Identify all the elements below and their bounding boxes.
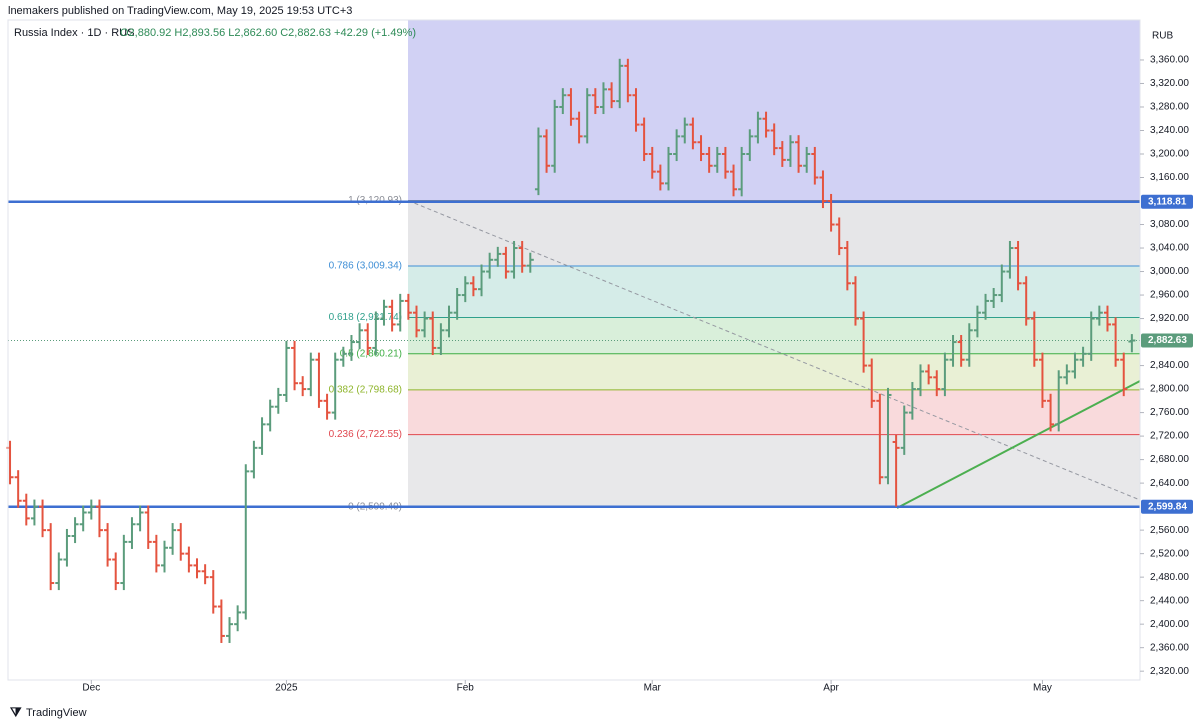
price-tag — [1141, 499, 1193, 514]
currency-label: RUB — [1152, 31, 1173, 42]
retracement-trend-line — [407, 200, 1141, 501]
x-tick-label: Dec — [82, 683, 100, 694]
fib-band — [408, 200, 1140, 267]
x-tick-label: Mar — [644, 683, 662, 694]
fib-level-label: 0.786 (3,009.34) — [329, 261, 402, 272]
fib-extension-band — [408, 20, 1140, 201]
y-tick-label: 3,360.00 — [1150, 55, 1189, 66]
y-tick-label: 3,040.00 — [1150, 243, 1189, 254]
fib-band — [408, 353, 1140, 390]
x-tick-label: May — [1033, 683, 1052, 694]
fib-band — [408, 317, 1140, 354]
symbol-label: Russia Index · 1D · RUS — [14, 27, 134, 39]
y-tick-label: 2,520.00 — [1150, 548, 1189, 559]
price-tag-label: 2,599.84 — [1148, 501, 1187, 512]
ohlc-header: O2,880.92 H2,893.56 L2,862.60 C2,882.63 … — [120, 27, 416, 39]
y-tick-label: 2,840.00 — [1150, 360, 1189, 371]
price-tag — [1141, 194, 1193, 209]
y-tick-label: 2,560.00 — [1150, 525, 1189, 536]
plot-area: 1 (3,120.93)0.786 (3,009.34)0.618 (2,921… — [6, 20, 1141, 643]
y-tick-label: 3,320.00 — [1150, 78, 1189, 89]
y-tick-label: 2,720.00 — [1150, 431, 1189, 442]
fib-level-label: 0.618 (2,921.74) — [329, 312, 402, 323]
x-tick-label: 2025 — [275, 683, 298, 694]
y-tick-label: 2,800.00 — [1150, 384, 1189, 395]
y-tick-label: 2,760.00 — [1150, 407, 1189, 418]
fib-level-label: 0.382 (2,798.68) — [329, 384, 402, 395]
y-tick-label: 2,680.00 — [1150, 454, 1189, 465]
last-price-label: 2,882.63 — [1148, 335, 1187, 346]
fib-band — [408, 434, 1140, 507]
y-tick-label: 2,920.00 — [1150, 313, 1189, 324]
y-tick-label: 2,360.00 — [1150, 642, 1189, 653]
publisher-line: lnemakers published on TradingView.com, … — [8, 5, 352, 17]
y-tick-label: 3,160.00 — [1150, 172, 1189, 183]
y-tick-label: 2,440.00 — [1150, 595, 1189, 606]
y-tick-label: 3,240.00 — [1150, 125, 1189, 136]
y-tick-label: 2,960.00 — [1150, 290, 1189, 301]
brand-name: TradingView — [26, 707, 87, 719]
y-tick-label: 2,480.00 — [1150, 572, 1189, 583]
y-tick-label: 3,200.00 — [1150, 149, 1189, 160]
support-trend-line — [896, 380, 1141, 509]
plot-frame — [7, 19, 1141, 681]
y-tick-label: 3,280.00 — [1150, 102, 1189, 113]
y-tick-label: 2,640.00 — [1150, 478, 1189, 489]
brand-logo: ⧩ — [9, 704, 22, 719]
x-tick-label: Feb — [457, 683, 475, 694]
fib-level-label: 0.5 (2,860.21) — [340, 348, 402, 359]
fib-band — [408, 389, 1140, 435]
y-tick-label: 2,320.00 — [1150, 666, 1189, 677]
fib-band — [408, 266, 1140, 318]
fib-level-label: 0.236 (2,722.55) — [329, 429, 402, 440]
y-tick-label: 3,000.00 — [1150, 266, 1189, 277]
price-tag-label: 3,118.81 — [1148, 196, 1187, 207]
y-tick-label: 3,080.00 — [1150, 219, 1189, 230]
y-tick-label: 2,400.00 — [1150, 619, 1189, 630]
last-price-tag — [1141, 333, 1193, 348]
x-tick-label: Apr — [823, 683, 839, 694]
